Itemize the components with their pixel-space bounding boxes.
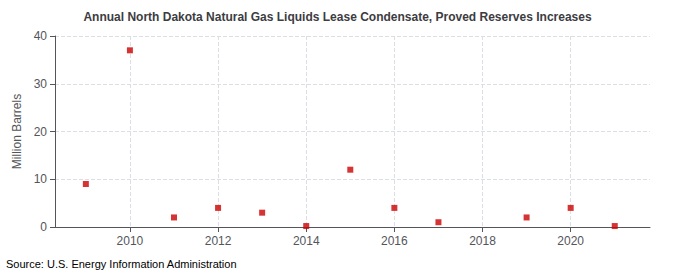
svg-text:20: 20 [34,125,48,139]
svg-text:Million Barrels: Million Barrels [10,94,24,169]
svg-text:2014: 2014 [293,234,320,248]
svg-text:30: 30 [34,77,48,91]
svg-text:2020: 2020 [557,234,584,248]
svg-text:0: 0 [40,220,47,234]
svg-text:Source: U.S. Energy Informatio: Source: U.S. Energy Information Administ… [6,258,237,270]
svg-text:10: 10 [34,172,48,186]
svg-text:2018: 2018 [469,234,496,248]
svg-text:2016: 2016 [381,234,408,248]
svg-text:2010: 2010 [117,234,144,248]
svg-text:40: 40 [34,29,48,43]
svg-text:2012: 2012 [205,234,232,248]
svg-text:Annual North Dakota Natural Ga: Annual North Dakota Natural Gas Liquids … [83,10,591,24]
